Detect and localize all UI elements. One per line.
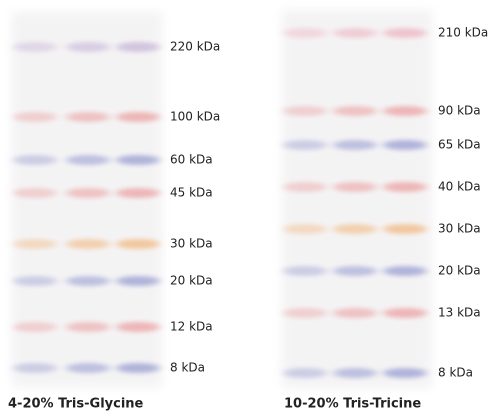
band <box>283 224 327 234</box>
band <box>333 368 377 378</box>
band <box>383 28 427 38</box>
marker-label: 8 kDa <box>170 361 205 375</box>
band <box>66 155 110 165</box>
band <box>116 42 160 52</box>
marker-label: 65 kDa <box>438 138 481 152</box>
band <box>66 188 110 198</box>
marker-label: 12 kDa <box>170 320 213 334</box>
marker-label: 20 kDa <box>438 264 481 278</box>
band <box>66 363 110 373</box>
band <box>383 368 427 378</box>
band <box>283 266 327 276</box>
marker-label: 60 kDa <box>170 153 213 167</box>
marker-label: 220 kDa <box>170 40 220 54</box>
band <box>66 276 110 286</box>
band <box>333 308 377 318</box>
band <box>13 42 57 52</box>
band <box>116 239 160 249</box>
band <box>116 155 160 165</box>
band <box>283 308 327 318</box>
band <box>283 106 327 116</box>
band <box>333 28 377 38</box>
band <box>283 140 327 150</box>
band <box>13 322 57 332</box>
band <box>13 155 57 165</box>
band <box>13 188 57 198</box>
band <box>383 140 427 150</box>
band <box>383 266 427 276</box>
band <box>333 106 377 116</box>
band <box>66 239 110 249</box>
marker-label: 20 kDa <box>170 274 213 288</box>
band <box>383 308 427 318</box>
band <box>383 224 427 234</box>
band <box>333 266 377 276</box>
gel-caption: 10-20% Tris-Tricine <box>284 397 421 412</box>
marker-label: 40 kDa <box>438 180 481 194</box>
band <box>13 363 57 373</box>
figure: 4-20% Tris-Glycine 220 kDa 100 kDa 60 kDa 4… <box>0 0 491 413</box>
band <box>116 112 160 122</box>
gel-caption: 4-20% Tris-Glycine <box>8 397 144 412</box>
marker-label: 45 kDa <box>170 186 213 200</box>
gel-background <box>282 10 432 388</box>
band <box>66 42 110 52</box>
band <box>383 182 427 192</box>
band <box>13 112 57 122</box>
band <box>333 140 377 150</box>
band <box>116 276 160 286</box>
band <box>13 239 57 249</box>
marker-label: 8 kDa <box>438 366 473 380</box>
marker-label: 100 kDa <box>170 110 220 124</box>
band <box>333 182 377 192</box>
gel-tris-glycine: 4-20% Tris-Glycine 220 kDa 100 kDa 60 kDa 4… <box>8 12 220 412</box>
band <box>66 112 110 122</box>
marker-label: 13 kDa <box>438 306 481 320</box>
band <box>116 322 160 332</box>
band <box>383 106 427 116</box>
gel-tris-tricine: 10-20% Tris-Tricine 210 kDa 90 kDa 65 kDa 4… <box>282 10 488 412</box>
band <box>13 276 57 286</box>
marker-label: 90 kDa <box>438 104 481 118</box>
band <box>116 363 160 373</box>
band <box>333 224 377 234</box>
band <box>116 188 160 198</box>
band <box>66 322 110 332</box>
band <box>283 368 327 378</box>
band <box>283 182 327 192</box>
marker-label: 30 kDa <box>438 222 481 236</box>
marker-label: 210 kDa <box>438 26 488 40</box>
band <box>283 28 327 38</box>
marker-label: 30 kDa <box>170 237 213 251</box>
